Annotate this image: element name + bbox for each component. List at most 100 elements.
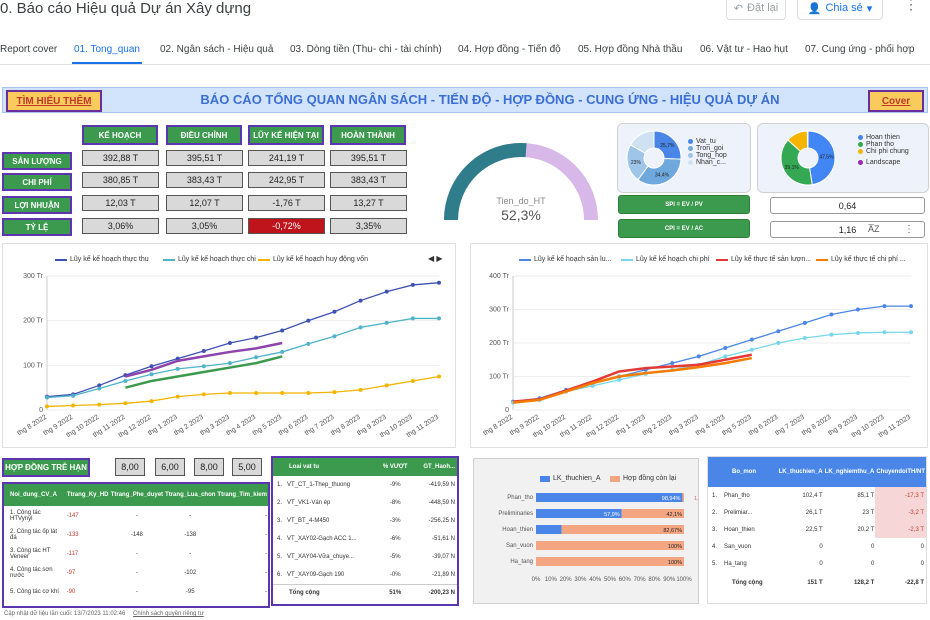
col-header[interactable]: Loai vat tu <box>289 464 320 470</box>
data-point[interactable] <box>306 391 311 396</box>
data-point[interactable] <box>855 330 860 335</box>
table-row[interactable]: 4. San_vuon 0 0 0 <box>712 543 924 550</box>
data-point[interactable] <box>254 335 259 340</box>
data-point[interactable] <box>384 383 389 388</box>
data-point[interactable] <box>590 383 595 388</box>
pie-slice[interactable] <box>637 157 682 186</box>
share-button[interactable]: 👤 Chia sẻ ▾ <box>797 0 883 20</box>
data-point[interactable] <box>227 341 232 345</box>
table-row[interactable]: 4. Công tác sơn nước -97- -102- <box>10 566 267 579</box>
data-point[interactable] <box>437 316 441 321</box>
col-header[interactable]: % VƯỢT <box>382 464 408 470</box>
data-point[interactable] <box>201 349 206 354</box>
tab-ngan-sach[interactable]: 02. Ngân sách - Hiệu quả <box>160 44 274 55</box>
pie-slice[interactable] <box>780 139 813 186</box>
data-point[interactable] <box>802 320 807 325</box>
pie-slice[interactable] <box>806 130 809 149</box>
bar-segment[interactable] <box>682 493 684 502</box>
learn-more-button[interactable]: TÌM HIỂU THÊM <box>6 90 102 112</box>
tab-vat-tu[interactable]: 06. Vật tư - Hao hụt <box>700 44 788 55</box>
pie-slice[interactable] <box>807 130 836 186</box>
data-point[interactable] <box>410 378 415 383</box>
col-header[interactable]: Ttrang_Ky_HD <box>66 492 109 498</box>
table-row[interactable]: 5. Công tác cơ khí -90- -95- <box>10 588 267 595</box>
data-point[interactable] <box>617 377 622 382</box>
tab-hop-dong-tien-do[interactable]: 04. Hợp đồng - Tiến độ <box>458 44 561 55</box>
data-point[interactable] <box>882 304 887 309</box>
col-header[interactable]: Bo_mon <box>732 469 756 475</box>
data-point[interactable] <box>358 325 363 330</box>
col-header[interactable]: GT_Haoh... <box>423 464 455 470</box>
data-point[interactable] <box>175 394 180 399</box>
data-point[interactable] <box>97 383 102 388</box>
data-point[interactable] <box>71 403 76 408</box>
reset-button[interactable]: ↶ Đặt lại <box>726 0 786 20</box>
data-point[interactable] <box>149 399 154 404</box>
data-point[interactable] <box>723 346 728 351</box>
data-point[interactable] <box>123 378 128 383</box>
bar-segment[interactable] <box>561 525 684 534</box>
tab-hop-dong-nha-thau[interactable]: 05. Hợp đồng Nhà thầu <box>578 44 683 55</box>
col-header[interactable]: LK_nghiemthu_A <box>824 469 875 475</box>
data-point[interactable] <box>332 334 337 339</box>
data-point[interactable] <box>280 391 285 396</box>
data-point[interactable] <box>882 330 887 335</box>
data-point[interactable] <box>802 335 807 340</box>
table-row[interactable]: 2. VT_VK1-Ván ép -8% -448,59 N <box>277 500 455 506</box>
table-row[interactable]: 3. VT_BT_4-M450 -3% -256,25 N <box>277 518 455 524</box>
data-point[interactable] <box>201 392 206 397</box>
table-row[interactable]: 1. Phan_tho 102,4 T 85,1 T -17,3 T <box>708 487 926 504</box>
data-point[interactable] <box>332 390 337 395</box>
data-point[interactable] <box>149 372 154 377</box>
data-point[interactable] <box>71 393 76 398</box>
col-header[interactable]: Ttrang_Tim_kiem <box>217 492 267 498</box>
data-point[interactable] <box>670 361 675 366</box>
more-options-icon[interactable]: ⋮ <box>904 0 918 12</box>
tab-dong-tien[interactable]: 03. Dòng tiền (Thu- chi - tài chính) <box>290 44 442 55</box>
legend-pager-icon[interactable]: ◀ ▶ <box>428 254 443 263</box>
data-point[interactable] <box>410 282 415 287</box>
bar-segment[interactable] <box>536 525 562 534</box>
sort-icon[interactable]: A̅Z <box>868 224 880 234</box>
data-point[interactable] <box>149 364 154 369</box>
data-point[interactable] <box>306 341 311 346</box>
data-point[interactable] <box>776 341 781 345</box>
table-row[interactable]: 6. VT_XAY09-Gạch 190 -0% -21,89 N <box>277 571 455 578</box>
bar-segment[interactable] <box>536 541 684 550</box>
table-row[interactable]: 2. Công tác ốp lát đá -133 -148 -138- <box>10 528 267 541</box>
data-point[interactable] <box>97 386 102 391</box>
data-point[interactable] <box>696 354 701 359</box>
data-point[interactable] <box>280 328 285 333</box>
data-point[interactable] <box>175 366 180 371</box>
data-point[interactable] <box>909 304 913 309</box>
table-row[interactable]: 5. Ha_tang 0 0 0 <box>712 560 924 567</box>
data-point[interactable] <box>749 347 754 352</box>
col-header[interactable]: Noi_dung_CV_A <box>10 492 58 498</box>
data-point[interactable] <box>410 316 415 321</box>
data-point[interactable] <box>45 395 49 400</box>
table-row[interactable]: 3. Hoan_thien 22,5 T 20,2 T -2,3 T <box>708 521 926 538</box>
table-row[interactable]: 5. VT_XAY04-Vữa_chuye... -5% -39,07 N <box>277 554 455 560</box>
data-point[interactable] <box>776 329 781 334</box>
data-point[interactable] <box>384 289 389 294</box>
data-point[interactable] <box>45 404 49 409</box>
table-row[interactable]: 4. VT_XAY02-Gạch ACC 1... -6% -51,61 N <box>277 536 455 542</box>
menu-icon[interactable]: ⋮ <box>904 224 914 235</box>
data-point[interactable] <box>723 354 728 359</box>
cover-button[interactable]: Cover <box>868 90 924 112</box>
tab-report-cover[interactable]: Report cover <box>0 44 58 55</box>
privacy-link[interactable]: Chính sách quyền riêng tư <box>133 611 204 617</box>
bar-segment[interactable] <box>536 493 683 502</box>
col-header[interactable]: Ttrang_Phe_duyet <box>110 492 164 498</box>
data-point[interactable] <box>749 337 754 342</box>
data-point[interactable] <box>829 332 834 337</box>
table-row[interactable]: 2. Prelimiar... 26,1 T 23 T -3,2 T <box>708 504 926 521</box>
col-header[interactable]: LK_thuchien_A <box>778 469 823 475</box>
col-header[interactable]: ChuyendoiTH/NT <box>876 469 925 475</box>
tab-tong-quan[interactable]: 01. Tong_quan <box>74 44 140 55</box>
data-point[interactable] <box>855 307 860 312</box>
table-row[interactable]: 3. Công tác HT Veneer -117- - - <box>10 547 267 560</box>
data-point[interactable] <box>829 312 834 317</box>
data-point[interactable] <box>227 361 232 366</box>
data-point[interactable] <box>437 374 441 379</box>
